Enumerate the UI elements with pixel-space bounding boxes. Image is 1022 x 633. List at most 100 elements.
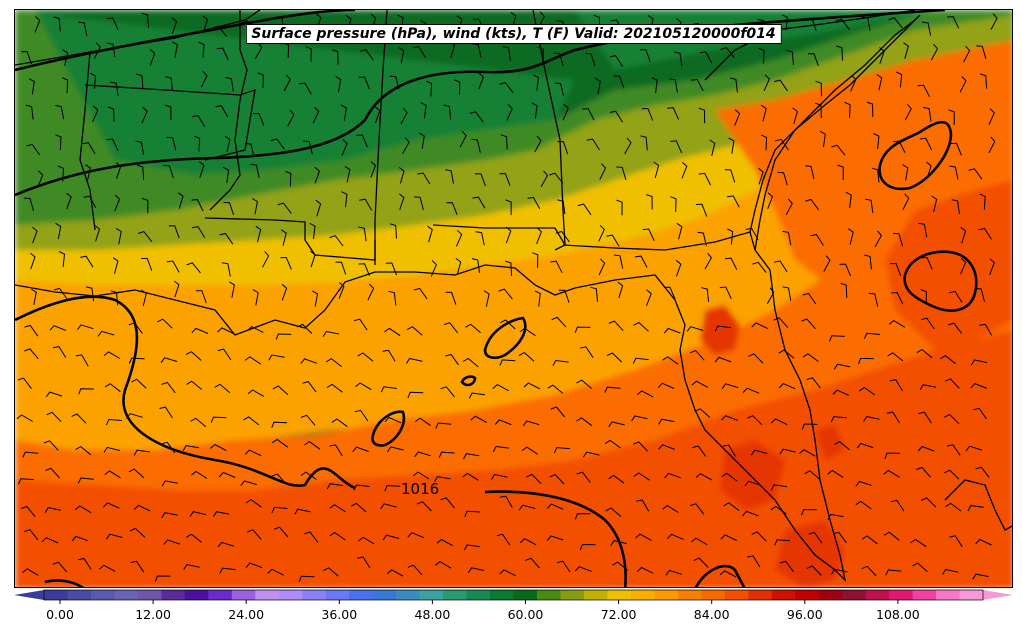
wind-barb (801, 508, 817, 516)
wind-barb (357, 556, 371, 569)
wind-barb (105, 418, 122, 426)
wind-barb (827, 469, 844, 479)
wind-barb (525, 557, 540, 569)
wind-barb (642, 228, 655, 242)
wind-barb (536, 227, 542, 245)
wind-barb (335, 76, 342, 93)
wind-barb (646, 289, 652, 306)
wind-barb (243, 416, 260, 426)
temp-band (700, 305, 845, 587)
wind-barb (496, 533, 511, 546)
colorbar-tick-label: 36.00 (321, 607, 357, 622)
wind-barb (972, 573, 989, 580)
wind-barb (438, 451, 455, 458)
wind-barb (273, 526, 289, 538)
wind-barb (214, 383, 231, 394)
wind-barb (53, 16, 61, 32)
wind-barb (792, 107, 798, 125)
map-svg: 1016 (15, 10, 1012, 587)
wind-barb (271, 473, 287, 485)
wind-barb (931, 195, 938, 213)
wind-barb (106, 17, 119, 31)
wind-barb (186, 380, 203, 390)
colorbar-cell (513, 590, 538, 600)
wind-barb (338, 282, 345, 299)
wind-barb (430, 260, 437, 277)
wind-barb (988, 108, 995, 125)
colorbar-tick-label: 72.00 (601, 607, 637, 622)
wind-barb (22, 568, 39, 576)
wind-barb (903, 42, 909, 59)
state-border (374, 10, 388, 265)
wind-barb (340, 104, 347, 121)
wind-barb (416, 501, 432, 512)
isobar-1016 (15, 295, 356, 490)
wind-barb (341, 191, 348, 208)
wind-barb (675, 259, 682, 277)
wind-barb (883, 531, 900, 541)
colorbar-cell (396, 590, 421, 600)
wind-barb (353, 484, 370, 491)
state-border (79, 51, 96, 231)
wind-barb (641, 107, 654, 121)
wind-barb (453, 79, 461, 96)
wind-barb (963, 45, 971, 63)
wind-barb (224, 135, 231, 153)
wind-barb (129, 527, 146, 538)
wind-barb (617, 281, 624, 299)
wind-barb (808, 531, 823, 544)
wind-barb (335, 261, 347, 275)
wind-barb (540, 170, 549, 188)
wind-barb (455, 257, 462, 275)
wind-barb (876, 74, 883, 91)
wind-barb (944, 378, 960, 389)
wind-barb (37, 170, 44, 188)
isobar-low-2 (371, 410, 406, 447)
colorbar-cell (278, 590, 303, 600)
wind-barb (805, 198, 820, 211)
wind-barb (24, 348, 39, 360)
wind-barb (191, 327, 209, 334)
wind-barb (300, 414, 316, 426)
wind-barb (758, 167, 764, 185)
wind-barb (747, 555, 761, 568)
wind-barb (701, 287, 710, 303)
wind-barb (173, 280, 180, 298)
wind-barb (719, 286, 732, 300)
wind-barb (272, 385, 289, 396)
wind-barb (951, 199, 960, 214)
wind-barb (386, 569, 404, 577)
wind-barb (770, 418, 788, 426)
wind-barb (522, 420, 540, 427)
wind-barb (944, 469, 960, 480)
wind-barb (490, 473, 508, 480)
wind-barb (427, 225, 433, 243)
wind-barb (32, 226, 38, 244)
wind-barb (598, 258, 606, 276)
wind-barb (357, 352, 374, 362)
wind-barb (107, 42, 116, 58)
wind-barb (500, 134, 508, 150)
wind-barb (300, 471, 317, 480)
wind-barb (465, 323, 481, 334)
wind-barb (786, 49, 794, 65)
wind-barb (217, 327, 234, 334)
wind-barb (398, 167, 405, 184)
colorbar-cell (959, 590, 984, 600)
wind-barb (210, 416, 227, 423)
wind-barb (402, 137, 410, 154)
wind-barb (163, 165, 174, 179)
wind-barb (667, 107, 680, 120)
wind-barb (99, 564, 116, 572)
wind-barb (268, 354, 285, 361)
wind-barb (341, 139, 348, 156)
wind-barb (434, 476, 451, 483)
wind-barb (314, 166, 320, 184)
wind-barb (609, 110, 624, 123)
wind-barb (920, 497, 937, 508)
wind-barb (845, 191, 852, 209)
wind-barb (445, 353, 460, 366)
wind-barb (837, 164, 844, 181)
wind-barb (191, 226, 206, 238)
wind-barb (855, 480, 872, 487)
